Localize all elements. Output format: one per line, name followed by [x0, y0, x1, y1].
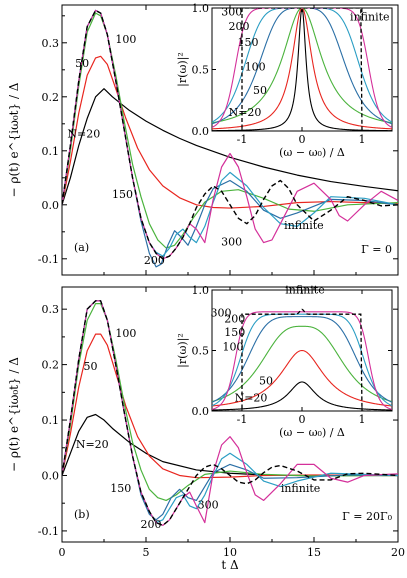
inset-x-axis-title: (ω − ω₀) / Δ — [279, 146, 345, 159]
x-tick-label: 20 — [391, 546, 405, 559]
inset-series-line-6 — [212, 308, 392, 411]
y-tick-label: 0.0 — [42, 199, 60, 212]
inset-x-axis-title: (ω − ω₀) / Δ — [279, 426, 345, 439]
gamma-label: Γ = 0 — [361, 243, 392, 256]
series-label: N=20 — [67, 127, 100, 140]
series-label: 50 — [75, 57, 89, 70]
panel-b: 0 5 10 15 20-0.10.00.10.20.3N=20501001502003… — [7, 284, 405, 559]
inset-y-axis-title: |r(ω)|² — [176, 52, 190, 87]
y-axis-title: − ρ(t) e^{iω₀t} / Δ — [7, 82, 21, 197]
x-tick-label: 15 — [307, 546, 321, 559]
panel-label: (a) — [74, 241, 89, 254]
y-tick-label: 0.1 — [42, 414, 60, 427]
inset-y-axis-title: |r(ω)|² — [176, 333, 190, 368]
panel-label: (b) — [74, 508, 90, 521]
inset-y-tick-label: 0.0 — [192, 405, 210, 418]
series-label: infinite — [281, 482, 320, 495]
series-label: 200 — [144, 254, 165, 267]
y-tick-label: 0.0 — [42, 469, 60, 482]
inset-series-label: N=20 — [229, 106, 262, 119]
inset-series-line-3 — [212, 316, 392, 403]
inset-curves — [212, 308, 392, 411]
inset-y-tick-label: 0.5 — [192, 345, 210, 358]
y-tick-label: -0.1 — [38, 525, 59, 538]
gamma-label: Γ = 20Γ₀ — [342, 510, 392, 523]
inset-series-line-0 — [212, 381, 392, 411]
inset-series-line-5 — [212, 8, 392, 128]
inset-series-label: 200 — [224, 313, 245, 326]
inset-series-label: N=20 — [235, 391, 268, 404]
inset-y-tick-label: 1.0 — [192, 284, 210, 297]
inset-x-tick-label: -1 — [237, 413, 248, 426]
x-tick-label: 10 — [223, 546, 237, 559]
inset-series-line-0 — [212, 8, 392, 131]
inset-x-tick-label: 0 — [299, 133, 306, 146]
x-tick-label: 5 — [143, 546, 150, 559]
inset-series-label: 300 — [221, 5, 242, 18]
inset-curves — [212, 8, 392, 131]
inset-series-label: 100 — [245, 61, 266, 74]
series-line-1 — [62, 55, 398, 209]
inset-series-label: 100 — [223, 341, 244, 354]
y-tick-label: 0.1 — [42, 145, 60, 158]
series-label: 150 — [112, 188, 133, 201]
inset-series-label: 300 — [211, 307, 232, 320]
series-label: 200 — [141, 518, 162, 531]
series-label: 100 — [115, 33, 136, 46]
inset-series-label: 50 — [253, 84, 267, 97]
inset-series-label: 50 — [259, 374, 273, 387]
series-label: 100 — [115, 327, 136, 340]
series-label: 150 — [110, 482, 131, 495]
series-label: 300 — [198, 499, 219, 512]
inset-x-tick-label: 1 — [359, 133, 366, 146]
inset-series-label: infinite — [285, 284, 324, 297]
panel-a: -0.10.00.10.20.3N=2050100150200300infini… — [7, 2, 399, 276]
series-label: N=20 — [76, 438, 109, 451]
inset-x-tick-label: -1 — [237, 133, 248, 146]
y-tick-label: 0.3 — [42, 303, 60, 316]
inset-series-label: infinite — [350, 10, 389, 23]
curves — [62, 300, 398, 527]
series-line-1 — [62, 333, 398, 479]
y-tick-label: -0.1 — [38, 253, 59, 266]
series-label: 300 — [221, 235, 242, 248]
y-tick-label: 0.3 — [42, 37, 60, 50]
y-tick-label: 0.2 — [42, 359, 60, 372]
y-tick-label: 0.2 — [42, 91, 60, 104]
x-tick-label: 0 — [59, 546, 66, 559]
inset-series-label: 150 — [238, 36, 259, 49]
y-axis-title: − ρ(t) e^{iω₀t} / Δ — [7, 357, 21, 472]
inset-series-label: 200 — [229, 20, 250, 33]
curves — [62, 9, 398, 268]
series-label: infinite — [284, 219, 323, 232]
series-line-6 — [62, 300, 398, 527]
series-label: 50 — [84, 360, 98, 373]
series-line-0 — [62, 88, 398, 205]
x-axis-title: t Δ — [221, 558, 239, 572]
series-line-6 — [62, 9, 398, 260]
inset-y-tick-label: 0.0 — [192, 125, 210, 138]
inset-x-tick-label: 0 — [299, 413, 306, 426]
inset-y-tick-label: 0.5 — [192, 64, 210, 77]
inset-y-tick-label: 1.0 — [192, 2, 210, 15]
inset: -1 0 1 0.0 0.5 1.0 N=20 50 100 150 200 300 infinite (… — [176, 2, 393, 159]
inset-series-label: 150 — [224, 326, 245, 339]
inset-x-tick-label: 1 — [359, 413, 366, 426]
series-line-2 — [62, 303, 398, 502]
